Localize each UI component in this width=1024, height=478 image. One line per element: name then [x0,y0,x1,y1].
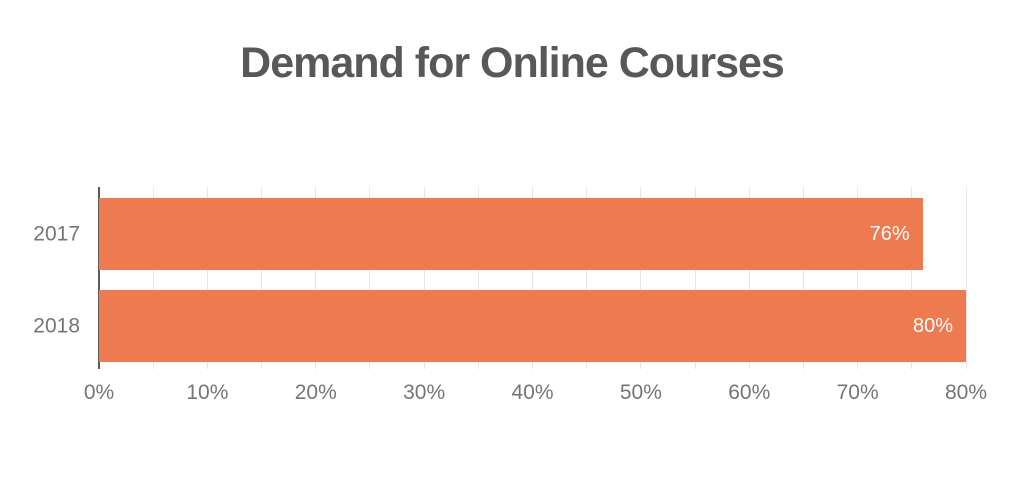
gridline [694,187,696,369]
category-label-2017: 2017 [33,222,80,246]
gridline [965,187,967,369]
x-tick-label: 0% [83,381,115,404]
gridline [857,187,859,369]
gridline [586,187,588,369]
x-tick-label: 20% [294,381,337,404]
x-tick-label: 30% [403,381,446,404]
gridline [369,187,371,369]
gridline [911,187,913,369]
x-tick-label: 10% [186,381,229,404]
gridline [423,187,425,369]
y-axis-line [98,187,100,369]
gridline [532,187,533,369]
x-tick-label: 40% [511,381,554,404]
plot-area: 76% 80% [98,187,967,369]
bar-value-label: 80% [912,314,953,337]
bar-2018: 80% [99,290,966,362]
x-tick-label: 50% [619,381,662,404]
x-tick-label: 70% [836,381,879,404]
gridline [477,187,479,369]
x-tick-label: 80% [944,381,988,404]
chart-title: Demand for Online Courses [240,39,785,87]
gridline [261,187,263,369]
gridline [802,187,804,369]
gridline [315,187,317,369]
gridline [748,187,750,369]
gridline [206,187,208,369]
gridline [152,187,154,369]
gridline [640,187,642,369]
bar-value-label: 76% [869,222,910,245]
category-label-2018: 2018 [33,314,80,338]
bar-2017: 76% [99,198,923,270]
x-tick-label: 60% [728,381,771,404]
